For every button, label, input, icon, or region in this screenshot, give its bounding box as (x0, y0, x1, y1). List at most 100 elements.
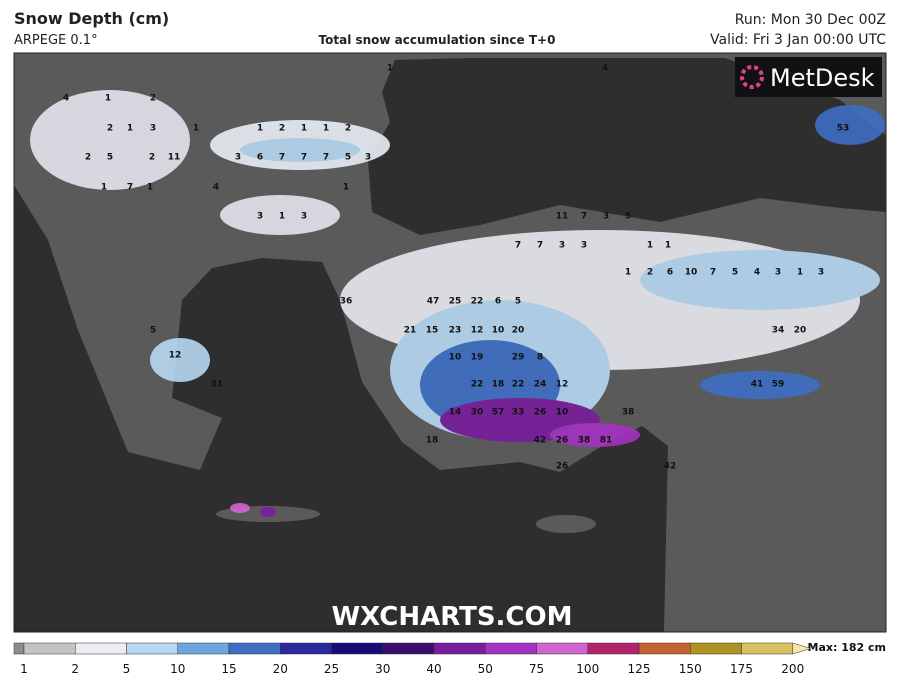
logo-text: MetDesk (770, 64, 875, 92)
map-label: 23 (449, 326, 462, 336)
map-label: 2 (279, 124, 285, 134)
map-label: 3 (603, 212, 609, 222)
black-sea (368, 58, 886, 235)
map-label: 5 (515, 297, 521, 307)
snow-cover (30, 90, 885, 517)
map-label: 4 (63, 94, 69, 104)
colorbar-segment (382, 642, 435, 655)
colorbar-segment (23, 642, 76, 655)
map-label: 7 (279, 153, 285, 163)
valid-time: Valid: Fri 3 Jan 00:00 UTC (710, 32, 886, 48)
map-label: 2 (345, 124, 351, 134)
map-label: 20 (512, 326, 525, 336)
map-label: 3 (818, 268, 824, 278)
colorbar-segment (536, 642, 588, 655)
map-label: 22 (471, 297, 484, 307)
map-label: 57 (492, 408, 505, 418)
map-label: 10 (449, 353, 462, 363)
mediterranean-sea (14, 185, 668, 632)
title: Snow Depth (cm) (14, 9, 169, 28)
colorbar-label: 100 (576, 662, 599, 676)
map-label: 81 (600, 436, 613, 446)
colorbar-label: 10 (170, 662, 185, 676)
map-label: 59 (772, 380, 785, 390)
map-label: 1 (147, 183, 153, 193)
map-label: 21 (404, 326, 417, 336)
map-label: 1 (301, 124, 307, 134)
map-label: 6 (495, 297, 501, 307)
map-label: 4 (602, 64, 608, 74)
max-label: Max: 182 cm (808, 641, 886, 654)
cyprus (536, 515, 596, 533)
watermark: WXCHARTS.COM (331, 602, 572, 632)
map-label: 2 (647, 268, 653, 278)
colorbar-label: 1 (20, 662, 28, 676)
colorbar-segment (741, 642, 793, 655)
map-label: 22 (471, 380, 484, 390)
colorbar-label: 125 (628, 662, 651, 676)
map-label: 41 (751, 380, 764, 390)
map-label: 31 (211, 380, 224, 390)
map-label: 11 (556, 212, 569, 222)
colorbar-label: 75 (529, 662, 544, 676)
map-label: 12 (556, 380, 569, 390)
map-label: 3 (775, 268, 781, 278)
map-label: 42 (664, 462, 677, 472)
map-label: 3 (301, 212, 307, 222)
colorbar-label: 150 (679, 662, 702, 676)
colorbar-segment (126, 642, 178, 655)
map-label: 12 (169, 351, 182, 361)
map-label: 2 (149, 153, 155, 163)
map-label: 10 (492, 326, 505, 336)
map-label: 1 (625, 268, 631, 278)
map-label: 10 (685, 268, 698, 278)
colorbar-segment (638, 642, 691, 655)
map-label: 38 (622, 408, 635, 418)
map-label: 1 (279, 212, 285, 222)
map-label: 34 (772, 326, 785, 336)
map-label: 5 (345, 153, 351, 163)
colorbar-segment (690, 642, 742, 655)
map-label: 26 (556, 462, 569, 472)
colorbar-label: 2 (71, 662, 79, 676)
map-label: 20 (794, 326, 807, 336)
colorbar-label: 15 (221, 662, 236, 676)
colorbar-label: 5 (123, 662, 131, 676)
map-label: 3 (150, 124, 156, 134)
map-label: 4 (213, 183, 219, 193)
map-label: 7 (301, 153, 307, 163)
map-label: 7 (710, 268, 716, 278)
map-label: 1 (323, 124, 329, 134)
map-label: 15 (426, 326, 439, 336)
map-label: 1 (343, 183, 349, 193)
map-label: 25 (449, 297, 462, 307)
map-label: 1 (127, 124, 133, 134)
map-frame (13, 52, 887, 633)
map-label: 1 (665, 241, 671, 251)
map-label: 3 (559, 241, 565, 251)
map-label: 24 (534, 380, 547, 390)
colorbar-segment (485, 642, 537, 655)
colorbar-segment (433, 642, 486, 655)
map-label: 7 (581, 212, 587, 222)
colorbar-label: 200 (781, 662, 804, 676)
map-label: 1 (101, 183, 107, 193)
map-label: 5 (150, 326, 156, 336)
map-label: 6 (667, 268, 673, 278)
map-label: 29 (512, 353, 525, 363)
map-label: 2 (107, 124, 113, 134)
map-label: 3 (257, 212, 263, 222)
colorbar-segment (228, 642, 281, 655)
map-label: 10 (556, 408, 569, 418)
map-label: 3 (365, 153, 371, 163)
map-label: 3 (235, 153, 241, 163)
colorbar-label: 30 (375, 662, 390, 676)
map-label: 47 (427, 297, 440, 307)
colorbar-segment (75, 642, 127, 655)
map-label: 1 (257, 124, 263, 134)
colorbar-label: 20 (273, 662, 288, 676)
map-label: 1 (797, 268, 803, 278)
map-label: 7 (537, 241, 543, 251)
colorbar-arrow (792, 642, 812, 655)
